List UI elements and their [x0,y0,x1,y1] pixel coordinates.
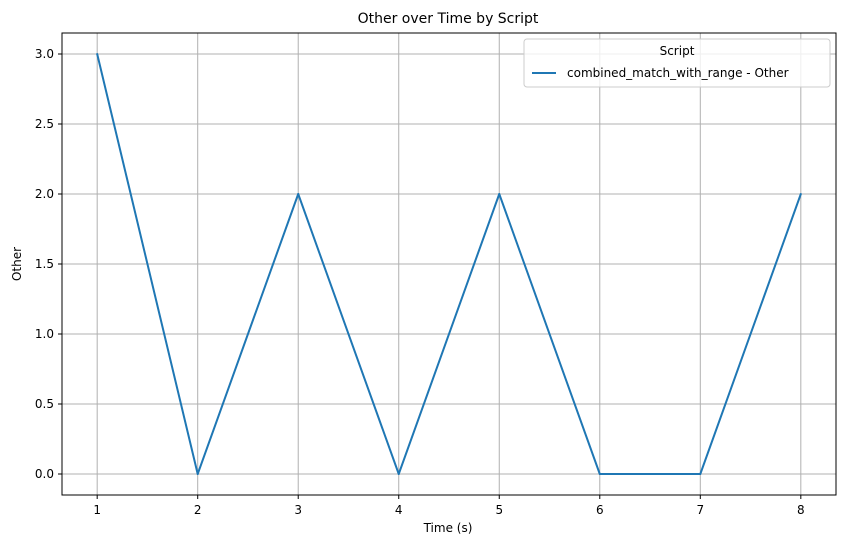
data-point [96,53,99,55]
x-ticks: 1 2 3 4 5 6 7 8 [93,495,805,517]
y-tick-label: 3.0 [35,47,54,61]
x-tick-label: 5 [495,503,503,517]
data-point [297,193,300,195]
y-tick-label: 2.5 [35,117,54,131]
x-axis-label: Time (s) [423,521,473,535]
data-point [498,193,501,195]
x-tick-label: 3 [294,503,302,517]
legend: Script combined_match_with_range - Other [523,38,831,88]
x-tick-label: 1 [93,503,101,517]
x-tick-label: 2 [194,503,202,517]
legend-entry-label: combined_match_with_range - Other [567,66,789,80]
y-ticks: 0.0 0.5 1.0 1.5 2.0 2.5 3.0 [35,47,62,481]
series-line [96,53,802,475]
data-point [699,473,702,475]
y-tick-label: 1.0 [35,327,54,341]
y-tick-label: 0.5 [35,397,54,411]
x-tick-label: 7 [696,503,704,517]
legend-title: Script [660,44,695,58]
y-tick-label: 1.5 [35,257,54,271]
x-tick-label: 8 [797,503,805,517]
y-tick-label: 0.0 [35,467,54,481]
legend-box [523,38,831,88]
data-point [196,473,199,475]
data-point [397,473,400,475]
data-point [799,193,802,195]
x-tick-label: 4 [395,503,403,517]
y-axis-label: Other [10,247,24,281]
chart-title: Other over Time by Script [358,11,539,27]
x-tick-label: 6 [596,503,604,517]
series-layer [96,53,802,475]
data-point [598,473,601,475]
y-tick-label: 2.0 [35,187,54,201]
